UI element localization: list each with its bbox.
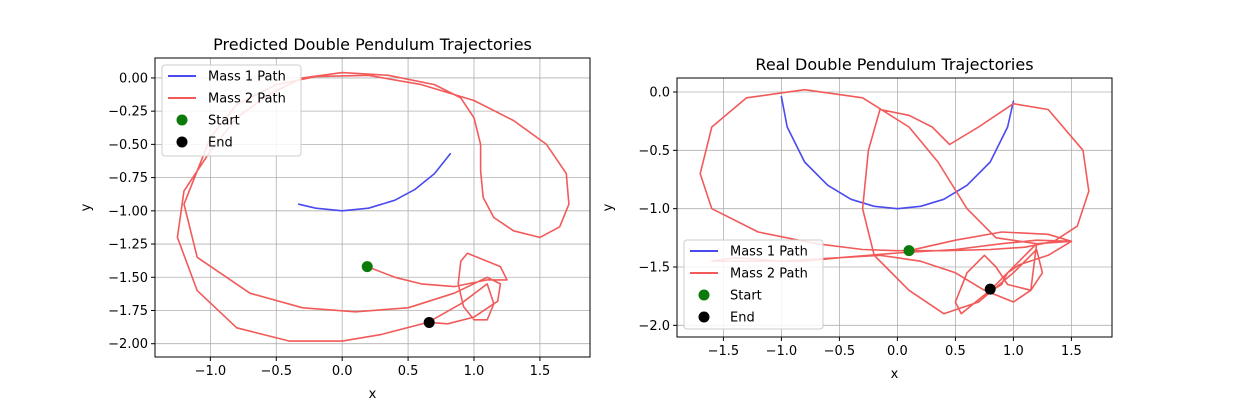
real-x-tick-label: −1.0 — [766, 344, 798, 359]
real-legend-end-label: End — [730, 311, 755, 326]
predicted-y-axis-label: y — [79, 203, 94, 211]
real-x-tick-label: −1.5 — [708, 344, 740, 359]
real-chart-title: Real Double Pendulum Trajectories — [755, 55, 1033, 74]
predicted-ticks: −1.0 −0.5 0.0 0.5 1.0 1.5 0.00 −0.25 −0.50 −0.75 −… — [108, 71, 550, 379]
real-grid — [677, 78, 1112, 337]
real-ticks: −1.5 −1.0 −0.5 0.0 0.5 1.0 1.5 0.0 −0.5 −1.0 −1.5 −… — [638, 86, 1081, 360]
predicted-start-point — [361, 261, 373, 273]
predicted-x-tick-label: −1.0 — [195, 364, 227, 379]
predicted-y-tick-label: −1.50 — [108, 271, 148, 286]
real-axes-frame — [676, 77, 1113, 338]
predicted-x-axis-label: x — [369, 387, 377, 402]
real-end-point — [984, 283, 996, 295]
predicted-legend-start-label: Start — [208, 114, 240, 129]
predicted-mass1-path — [297, 152, 452, 212]
predicted-y-tick-label: −0.25 — [108, 105, 148, 120]
real-legend-mass2-label: Mass 2 Path — [730, 267, 808, 282]
predicted-legend: Mass 1 Path Mass 2 Path Start End — [161, 64, 302, 157]
predicted-y-tick-label: −0.50 — [108, 138, 148, 153]
predicted-legend-mass1-label: Mass 1 Path — [208, 70, 286, 85]
predicted-legend-end-label: End — [208, 136, 233, 151]
real-legend-start-label: Start — [730, 289, 762, 304]
real-y-axis-label: y — [601, 203, 616, 211]
real-y-tick-label: −0.5 — [638, 144, 670, 159]
real-x-tick-label: 1.5 — [1061, 344, 1082, 359]
real-x-tick-label: 1.0 — [1003, 344, 1024, 359]
predicted-axes-frame — [154, 57, 591, 358]
predicted-y-tick-label: −0.75 — [108, 171, 148, 186]
predicted-y-tick-label: −1.00 — [108, 204, 148, 219]
predicted-y-tick-label: 0.00 — [119, 71, 148, 86]
predicted-legend-mass2-label: Mass 2 Path — [208, 92, 286, 107]
real-legend-start-marker — [698, 289, 710, 301]
predicted-x-tick-label: 0.0 — [332, 364, 353, 379]
predicted-series — [176, 71, 570, 342]
real-legend-mass1-label: Mass 1 Path — [730, 245, 808, 260]
real-y-tick-label: −1.0 — [638, 202, 670, 217]
predicted-chart-title: Predicted Double Pendulum Trajectories — [213, 35, 532, 54]
real-legend-end-marker — [698, 311, 710, 323]
real-start-point — [903, 245, 915, 257]
real-y-tick-label: −2.0 — [638, 319, 670, 334]
real-x-tick-label: 0.5 — [945, 344, 966, 359]
predicted-x-tick-label: 1.0 — [464, 364, 485, 379]
real-y-tick-label: −1.5 — [638, 261, 670, 276]
real-chart: −1.5 −1.0 −0.5 0.0 0.5 1.0 1.5 0.0 −0.5 −1.0 −1.5 −… — [601, 55, 1113, 382]
real-legend-box — [683, 239, 824, 330]
real-x-tick-label: 0.0 — [887, 344, 908, 359]
predicted-y-tick-label: −1.25 — [108, 238, 148, 253]
predicted-end-point — [423, 316, 435, 328]
predicted-y-tick-label: −2.00 — [108, 337, 148, 352]
predicted-mass2-path — [176, 71, 570, 342]
predicted-legend-start-marker — [176, 114, 188, 126]
predicted-legend-box — [161, 64, 302, 157]
predicted-x-tick-label: −0.5 — [260, 364, 292, 379]
real-x-axis-label: x — [891, 367, 899, 382]
real-mass1-path — [780, 95, 1015, 210]
predicted-legend-end-marker — [176, 136, 188, 148]
predicted-x-tick-label: 0.5 — [398, 364, 419, 379]
predicted-x-tick-label: 1.5 — [530, 364, 551, 379]
predicted-y-tick-label: −1.75 — [108, 304, 148, 319]
real-x-tick-label: −0.5 — [824, 344, 856, 359]
real-legend: Mass 1 Path Mass 2 Path Start End — [683, 239, 824, 330]
predicted-chart: −1.0 −0.5 0.0 0.5 1.0 1.5 0.00 −0.25 −0.50 −0.75 −… — [79, 35, 591, 402]
real-y-tick-label: 0.0 — [649, 86, 670, 101]
